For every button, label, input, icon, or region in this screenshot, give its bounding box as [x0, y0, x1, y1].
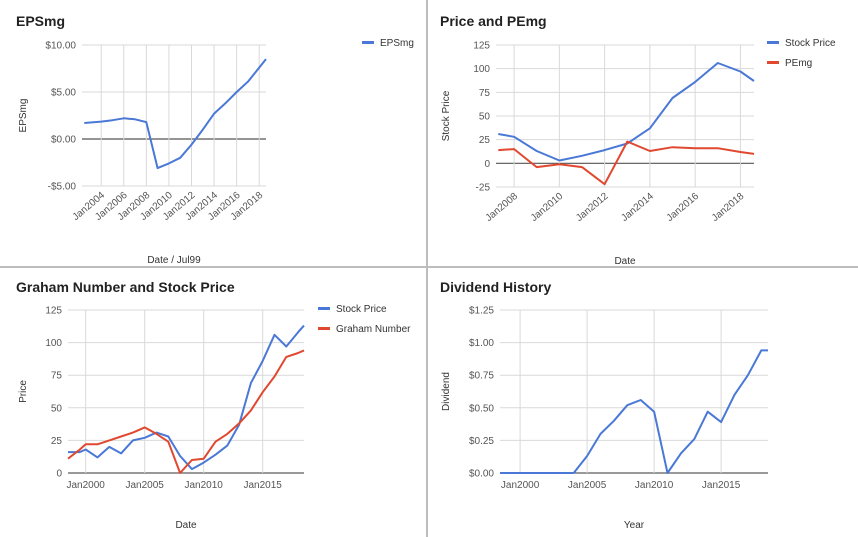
x-tick-label: Jan2012 — [574, 191, 611, 224]
y-tick-label: $1.00 — [469, 338, 494, 349]
series-line-pemg — [498, 140, 755, 186]
dividend-chart-title: Dividend History — [440, 279, 551, 295]
legend-swatch-stock-price — [318, 307, 330, 310]
x-tick-label: Jan2018 — [710, 191, 747, 224]
y-tick-label: 0 — [56, 469, 62, 480]
x-tick-label: Jan2010 — [185, 480, 224, 491]
x-tick-label: Jan2014 — [619, 191, 656, 224]
x-axis-title: Date / Jul99 — [147, 255, 201, 266]
y-tick-label: $0.50 — [469, 403, 494, 414]
x-axis-title: Year — [624, 520, 645, 531]
y-tick-label: $0.75 — [469, 371, 494, 382]
legend-swatch-pemg — [767, 61, 779, 64]
vertical-divider — [426, 0, 428, 537]
x-axis-title: Date — [175, 520, 197, 531]
legend-swatch-epsmg — [362, 41, 374, 44]
y-axis-title: Price — [18, 380, 29, 403]
y-tick-label: $10.00 — [45, 41, 76, 52]
price-pe-chart-panel: Price and PEmg 125 100 75 50 25 0 -25 Jan2008 Jan… — [428, 0, 858, 266]
y-tick-label: 0 — [484, 159, 490, 170]
graham-chart-panel: Graham Number and Stock Price 125 100 75 50 2… — [0, 268, 426, 537]
y-axis-title: EPSmg — [18, 99, 29, 133]
y-tick-label: -25 — [476, 183, 491, 194]
y-tick-label: 125 — [473, 41, 490, 52]
legend-label-epsmg: EPSmg — [380, 38, 414, 49]
y-tick-label: 125 — [45, 306, 62, 317]
eps-chart-svg: EPSmg$10.00$5.00$0.00-$5.00Jan2004Jan200… — [16, 13, 414, 266]
legend-label-stock-price: Stock Price — [336, 304, 387, 315]
x-tick-label: Jan2008 — [484, 191, 521, 224]
y-tick-label: $0.00 — [51, 135, 76, 146]
x-tick-label: Jan2016 — [665, 191, 702, 224]
y-tick-label: 25 — [51, 436, 63, 447]
y-tick-label: 75 — [51, 371, 63, 382]
y-axis-title: Stock Price — [441, 90, 452, 141]
series-line-stock-price — [68, 324, 305, 471]
graham-chart-svg: Graham Number and Stock Price 125 100 75 50 2… — [16, 279, 411, 531]
dividend-chart-panel: Dividend History $1.25 $1.00 $0.75 $0.50 $0.2… — [428, 268, 858, 537]
legend-label-stock-price: Stock Price — [785, 38, 836, 49]
series-line-dividend — [500, 349, 768, 474]
x-tick-label: Jan2015 — [244, 480, 283, 491]
dividend-chart-svg: Dividend History $1.25 $1.00 $0.75 $0.50 $0.2… — [440, 279, 768, 531]
y-tick-label: -$5.00 — [48, 182, 77, 193]
graham-chart-title: Graham Number and Stock Price — [16, 279, 235, 295]
x-tick-label: Jan2010 — [529, 191, 566, 224]
x-tick-label: Jan2000 — [67, 480, 106, 491]
y-tick-label: 25 — [479, 135, 491, 146]
x-tick-label: Jan2000 — [501, 480, 540, 491]
legend-label-pemg: PEmg — [785, 58, 812, 69]
y-tick-label: 75 — [479, 88, 491, 99]
y-tick-label: 50 — [479, 112, 491, 123]
horizontal-divider — [0, 266, 858, 268]
y-tick-label: 100 — [45, 338, 62, 349]
y-tick-label: 50 — [51, 403, 63, 414]
x-tick-label: Jan2015 — [702, 480, 741, 491]
eps-chart-panel: EPSmg $10.00 $5.00 $0.00 -$5.00 Jan2004 Jan200… — [0, 0, 426, 266]
series-line-epsmg — [84, 58, 267, 170]
y-axis-title: Dividend — [441, 372, 452, 411]
pe-chart-title: Price and PEmg — [440, 13, 547, 29]
x-tick-label: Jan2005 — [568, 480, 607, 491]
x-tick-label: Jan2005 — [126, 480, 165, 491]
series-line-graham-number — [67, 349, 305, 474]
legend-label-graham-number: Graham Number — [336, 324, 411, 335]
y-tick-label: $0.00 — [469, 469, 494, 480]
eps-chart-title: EPSmg — [16, 13, 65, 29]
y-tick-label: $5.00 — [51, 88, 76, 99]
y-tick-label: 100 — [473, 64, 490, 75]
y-tick-label: $1.25 — [469, 306, 494, 317]
legend-swatch-graham-number — [318, 327, 330, 330]
legend-swatch-stock-price — [767, 41, 779, 44]
y-tick-label: $0.25 — [469, 436, 494, 447]
x-axis-title: Date — [614, 256, 636, 266]
x-tick-label: Jan2010 — [635, 480, 674, 491]
